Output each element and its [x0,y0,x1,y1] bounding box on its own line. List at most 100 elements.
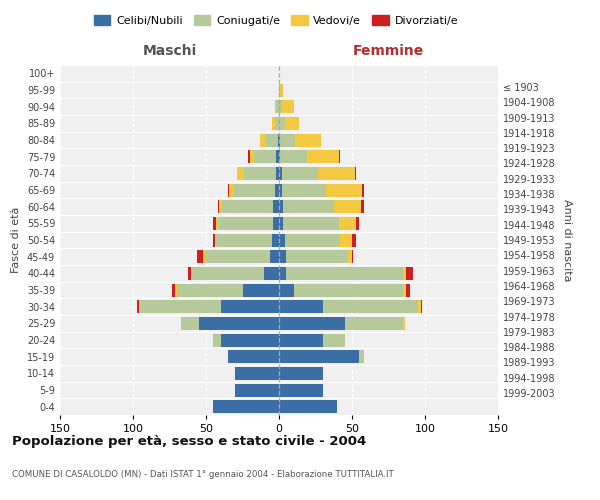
Bar [285,234,340,246]
Bar [352,234,356,246]
Bar [286,250,347,263]
Text: Popolazione per età, sesso e stato civile - 2004: Popolazione per età, sesso e stato civil… [12,435,366,448]
Bar [273,217,279,230]
Legend: Celibi/Nubili, Coniugati/e, Vedovi/e, Divorziati/e: Celibi/Nubili, Coniugati/e, Vedovi/e, Di… [89,10,463,30]
Bar [221,334,279,346]
Bar [139,300,140,313]
Bar [421,300,422,313]
Bar [285,117,299,130]
Bar [362,184,364,196]
Bar [218,217,273,230]
Bar [215,234,216,246]
Bar [244,167,276,180]
Bar [137,300,139,313]
Bar [279,384,323,396]
Bar [406,284,410,296]
Bar [278,134,279,146]
Bar [270,250,279,263]
Bar [279,367,323,380]
Bar [283,200,334,213]
Bar [221,300,279,313]
Bar [216,234,272,246]
Bar [279,167,282,180]
Bar [205,250,270,263]
Bar [260,134,266,146]
Bar [339,217,356,230]
Bar [254,150,276,163]
Bar [279,200,283,213]
Bar [406,267,413,280]
Bar [279,134,280,146]
Bar [177,284,242,296]
Bar [279,400,337,413]
Bar [356,217,359,230]
Bar [323,334,344,346]
Bar [344,317,403,330]
Bar [279,217,283,230]
Bar [280,84,283,96]
Bar [214,234,215,246]
Bar [272,117,275,130]
Bar [235,367,279,380]
Bar [323,300,418,313]
Bar [359,350,364,363]
Bar [276,100,279,113]
Bar [191,267,265,280]
Bar [248,150,250,163]
Text: Femmine: Femmine [353,44,424,58]
Bar [279,150,280,163]
Bar [236,167,244,180]
Text: Maschi: Maschi [142,44,197,58]
Bar [279,250,286,263]
Bar [307,150,339,163]
Y-axis label: Anni di nascita: Anni di nascita [562,198,572,281]
Bar [175,284,177,296]
Bar [279,350,359,363]
Bar [279,300,323,313]
Bar [276,167,279,180]
Bar [403,284,406,296]
Bar [235,384,279,396]
Bar [279,234,285,246]
Bar [276,150,279,163]
Bar [275,184,279,196]
Bar [197,250,203,263]
Bar [273,200,279,213]
Bar [279,184,282,196]
Text: COMUNE DI CASALOLDO (MN) - Dati ISTAT 1° gennaio 2004 - Elaborazione TUTTITALIA.: COMUNE DI CASALOLDO (MN) - Dati ISTAT 1°… [12,470,394,479]
Bar [340,234,352,246]
Bar [280,150,307,163]
Bar [214,217,216,230]
Bar [218,200,219,213]
Bar [279,284,293,296]
Bar [347,250,352,263]
Bar [282,167,319,180]
Bar [181,317,199,330]
Bar [295,134,322,146]
Bar [326,184,362,196]
Bar [250,150,254,163]
Bar [282,184,326,196]
Bar [319,167,355,180]
Bar [279,317,344,330]
Bar [140,300,221,313]
Bar [228,350,279,363]
Bar [242,284,279,296]
Bar [214,400,279,413]
Bar [272,234,279,246]
Bar [352,250,353,263]
Bar [279,334,323,346]
Bar [266,134,278,146]
Bar [403,267,406,280]
Bar [403,317,404,330]
Bar [216,217,218,230]
Bar [361,200,364,213]
Bar [283,217,339,230]
Bar [222,200,273,213]
Bar [279,100,282,113]
Bar [286,267,403,280]
Bar [355,167,356,180]
Bar [228,184,229,196]
Bar [339,150,340,163]
Bar [219,200,222,213]
